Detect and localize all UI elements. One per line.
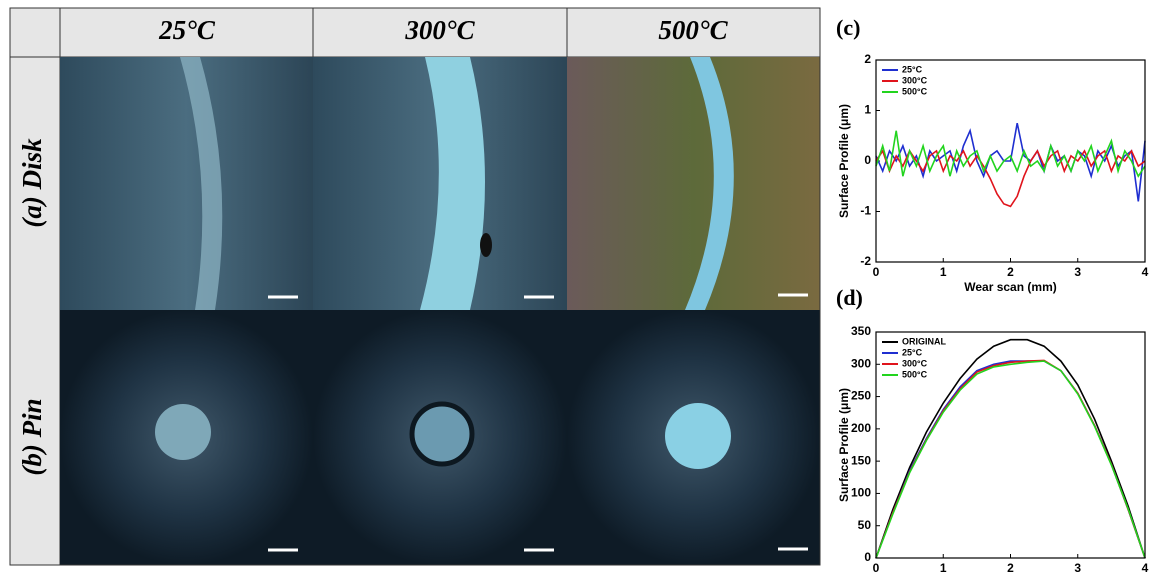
y-tick-label: 50 (858, 518, 872, 532)
panel-label: (c) (836, 15, 860, 40)
x-tick-label: 2 (1007, 561, 1014, 575)
panel-label: (d) (836, 285, 863, 310)
legend-label: 300°C (902, 75, 928, 85)
y-tick-label: 200 (851, 421, 871, 435)
figure: 25°C 300°C 500°C (a) Disk (b) Pin (c) 0 1 2… (0, 0, 1151, 578)
disk-images (60, 57, 820, 310)
x-tick-label: 2 (1007, 265, 1014, 279)
x-tick-label: 1 (940, 561, 947, 575)
y-tick-label: 100 (851, 486, 871, 500)
x-tick-label: 4 (1142, 561, 1149, 575)
x-tick-label: 0 (873, 265, 880, 279)
y-tick-label: 300 (851, 356, 871, 370)
x-tick-label: 3 (1074, 561, 1081, 575)
column-header: 500°C (658, 15, 728, 45)
series-line (876, 131, 1145, 177)
pin-images (60, 310, 820, 565)
y-tick-label: 150 (851, 453, 871, 467)
x-tick-label: 0 (873, 561, 880, 575)
x-tick-label: 1 (940, 265, 947, 279)
y-tick-label: 0 (864, 153, 871, 167)
series-line (876, 361, 1145, 558)
y-tick-label: 250 (851, 389, 871, 403)
y-tick-label: 0 (864, 550, 871, 564)
column-header: 25°C (158, 15, 216, 45)
legend-label: 25°C (902, 347, 923, 357)
y-axis-label: Surface Profile (μm) (837, 104, 851, 218)
y-tick-label: -2 (860, 254, 871, 268)
x-tick-label: 3 (1074, 265, 1081, 279)
row-label: (a) Disk (17, 138, 47, 228)
y-tick-label: -1 (860, 204, 871, 218)
y-tick-label: 350 (851, 324, 871, 338)
x-tick-label: 4 (1142, 265, 1149, 279)
column-header: 300°C (404, 15, 475, 45)
legend-label: 500°C (902, 86, 928, 96)
legend-label: ORIGINAL (902, 336, 947, 346)
row-label: (b) Pin (17, 398, 47, 475)
x-axis-label: Wear scan (mm) (964, 280, 1056, 294)
legend-label: 300°C (902, 358, 928, 368)
legend-label: 25°C (902, 64, 923, 74)
row-label-column (10, 57, 60, 565)
legend-label: 500°C (902, 369, 928, 379)
y-axis-label: Surface Profile (μm) (837, 388, 851, 502)
y-tick-label: 2 (864, 52, 871, 66)
y-tick-label: 1 (864, 103, 871, 117)
